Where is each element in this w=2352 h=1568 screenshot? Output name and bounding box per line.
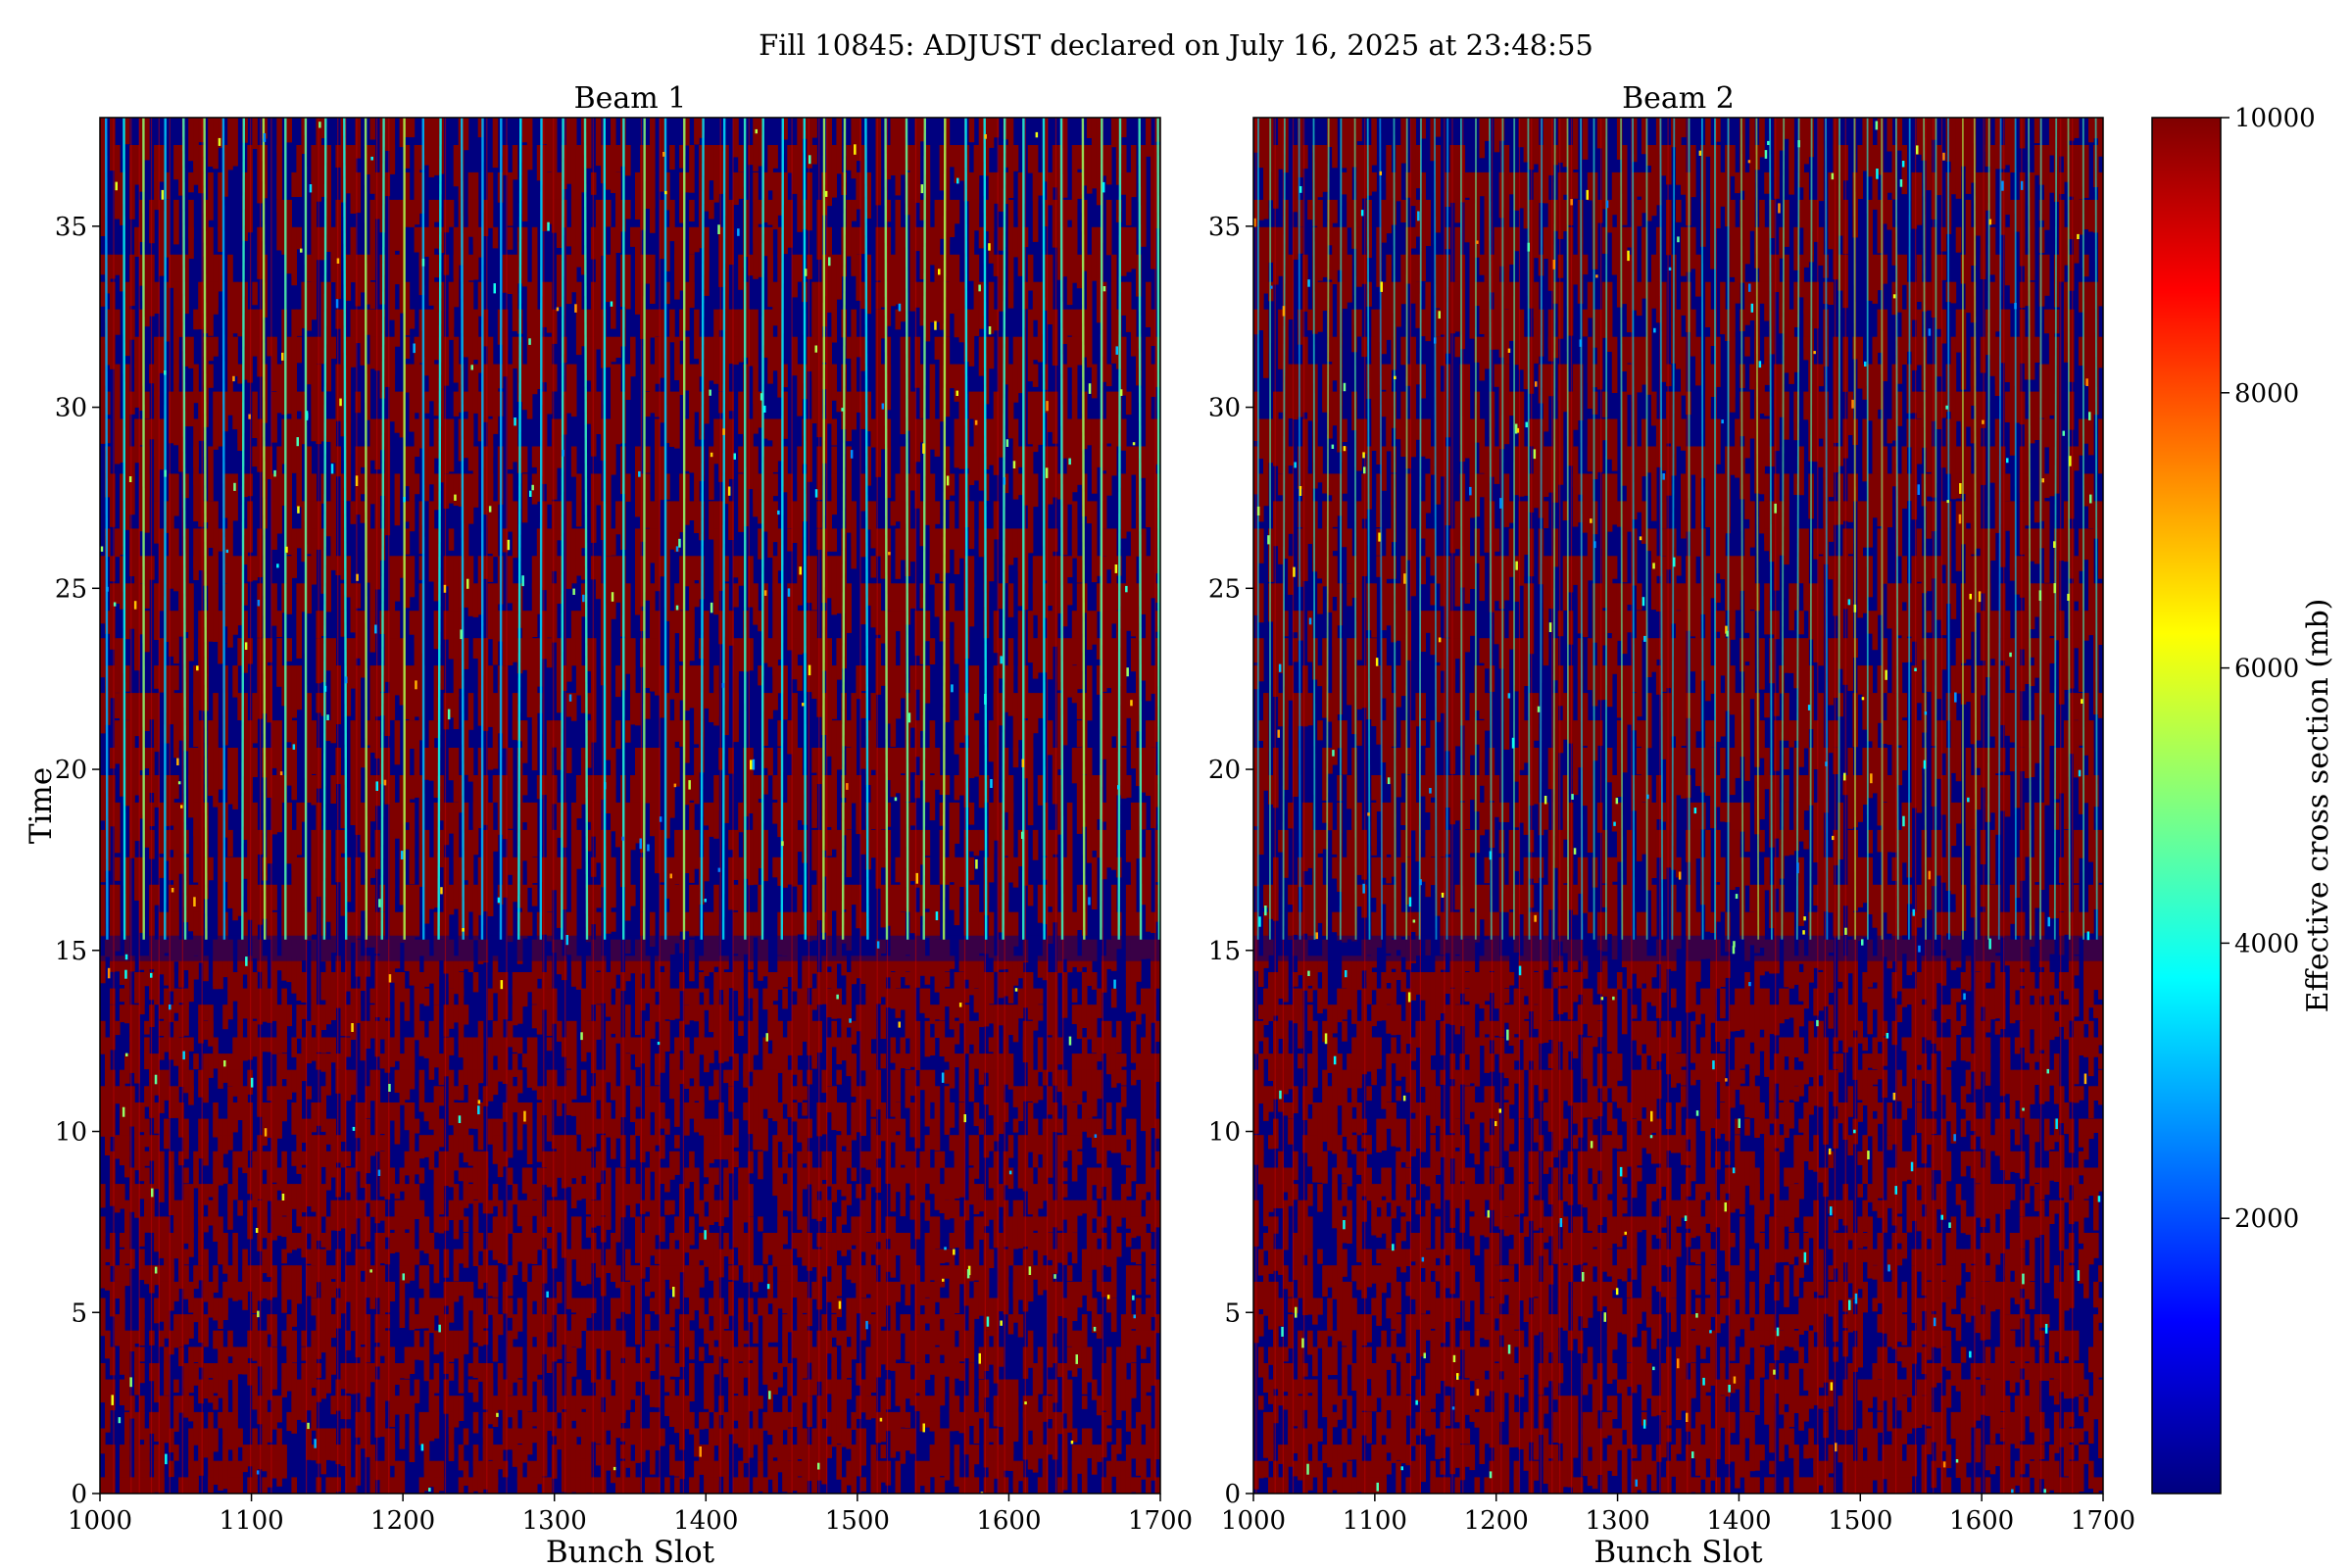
colorbar-tick-label: 6000 bbox=[2234, 655, 2299, 684]
y-tick-label: 20 bbox=[1208, 756, 1241, 785]
x-tick-label: 1600 bbox=[976, 1506, 1041, 1536]
x-tick-label: 1500 bbox=[1828, 1506, 1892, 1536]
y-tick-label: 35 bbox=[1208, 213, 1241, 242]
x-tick-label: 1200 bbox=[370, 1506, 435, 1536]
panel-title: Beam 2 bbox=[1622, 81, 1735, 116]
y-tick-label: 10 bbox=[1208, 1118, 1241, 1148]
y-tick-label: 0 bbox=[1224, 1480, 1241, 1509]
y-tick-label: 15 bbox=[1208, 937, 1241, 966]
axes-frame bbox=[1252, 117, 2104, 1494]
y-tick-label: 30 bbox=[55, 394, 87, 423]
colorbar-tick-label: 10000 bbox=[2234, 104, 2316, 133]
x-tick-label: 1400 bbox=[673, 1506, 738, 1536]
panel-title: Beam 1 bbox=[574, 81, 687, 116]
y-tick-label: 15 bbox=[55, 937, 87, 966]
y-tick-label: 30 bbox=[1208, 394, 1241, 423]
y-tick-label: 25 bbox=[55, 574, 87, 604]
y-tick-label: 20 bbox=[55, 756, 87, 785]
y-tick-label: 10 bbox=[55, 1118, 87, 1148]
x-tick-label: 1300 bbox=[1585, 1506, 1649, 1536]
x-tick-label: 1300 bbox=[522, 1506, 587, 1536]
colorbar-tick-label: 8000 bbox=[2234, 379, 2299, 409]
colorbar-tick-label: 4000 bbox=[2234, 929, 2299, 958]
x-tick-label: 1100 bbox=[219, 1506, 283, 1536]
colorbar-ticks: 2000 4000 6000 8000 10000 bbox=[2221, 104, 2316, 1234]
x-tick-label: 1700 bbox=[2071, 1506, 2135, 1536]
axes-frame bbox=[99, 117, 1161, 1494]
heatmap-field bbox=[100, 118, 1160, 1494]
y-tick-label: 5 bbox=[71, 1298, 87, 1328]
x-tick-label: 1700 bbox=[1128, 1506, 1193, 1536]
figure-title: Fill 10845: ADJUST declared on July 16, … bbox=[759, 28, 1593, 62]
heatmap-panel-beam-2: 1000 1100 1200 1300 1400 1500 1600 1700 0 5 10 15 20… bbox=[1208, 81, 2135, 1568]
x-tick-label: 1000 bbox=[1221, 1506, 1286, 1536]
y-tick-label: 25 bbox=[1208, 574, 1241, 604]
heatmap-panel-beam-1: 1000 1100 1200 1300 1400 1500 1600 1700 0 5 10 15 20… bbox=[24, 81, 1193, 1568]
y-tick-label: 5 bbox=[1224, 1298, 1241, 1328]
colorbar-tick-label: 2000 bbox=[2234, 1204, 2299, 1234]
colorbar-gradient bbox=[2151, 117, 2222, 1494]
x-axis-label: Bunch Slot bbox=[546, 1535, 715, 1568]
x-axis-label: Bunch Slot bbox=[1593, 1535, 1763, 1568]
x-tick-label: 1500 bbox=[825, 1506, 890, 1536]
x-tick-label: 1400 bbox=[1706, 1506, 1771, 1536]
x-tick-label: 1200 bbox=[1464, 1506, 1529, 1536]
x-tick-label: 1000 bbox=[68, 1506, 132, 1536]
heatmap-field bbox=[1253, 118, 2103, 1494]
x-tick-label: 1600 bbox=[1949, 1506, 2014, 1536]
x-tick-label: 1100 bbox=[1343, 1506, 1407, 1536]
colorbar-label: Effective cross section (mb) bbox=[2301, 599, 2335, 1013]
y-axis-label: Time bbox=[24, 767, 59, 844]
colorbar: 2000 4000 6000 8000 10000 Effective cross se… bbox=[2151, 104, 2335, 1494]
y-tick-label: 0 bbox=[71, 1480, 87, 1509]
y-tick-label: 35 bbox=[55, 213, 87, 242]
